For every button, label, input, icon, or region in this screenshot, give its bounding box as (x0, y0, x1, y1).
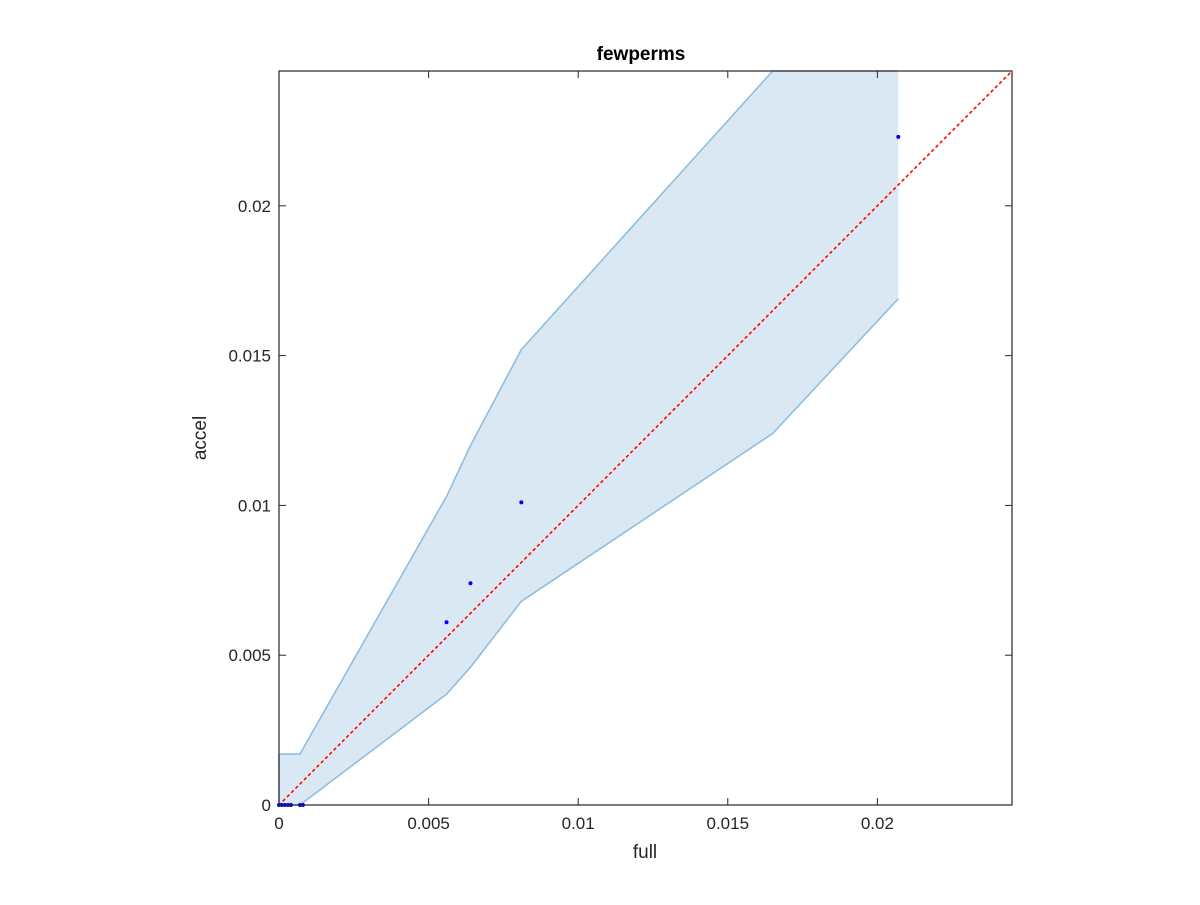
x-tick-label: 0.01 (562, 814, 595, 833)
data-point (896, 134, 901, 139)
y-axis-label: accel (190, 416, 211, 460)
data-point (468, 581, 473, 586)
x-tick-label: 0.015 (707, 814, 750, 833)
y-tick-label: 0.005 (228, 646, 271, 665)
data-points (277, 134, 901, 807)
reference-line (278, 70, 1013, 806)
y-tick-label: 0 (262, 796, 271, 815)
y-tick-label: 0.01 (238, 496, 271, 515)
y-tick-label: 0.015 (228, 347, 271, 366)
x-axis-ticks: 0 0.005 0.01 0.015 0.02 (274, 71, 894, 833)
chart-title: fewperms (597, 44, 686, 65)
data-point (444, 620, 449, 625)
x-axis-label: full (633, 842, 657, 863)
reference-line-layer (278, 70, 1013, 806)
data-point (519, 500, 524, 505)
plot-frame (278, 70, 1013, 806)
band-fill (279, 71, 899, 805)
confidence-band (278, 70, 899, 806)
x-tick-label: 0.005 (407, 814, 450, 833)
y-axis-ticks: 0 0.005 0.01 0.015 0.02 (228, 197, 1012, 815)
axes-box (278, 70, 1013, 806)
x-tick-label: 0 (274, 814, 283, 833)
x-tick-label: 0.02 (861, 814, 894, 833)
y-tick-label: 0.02 (238, 197, 271, 216)
